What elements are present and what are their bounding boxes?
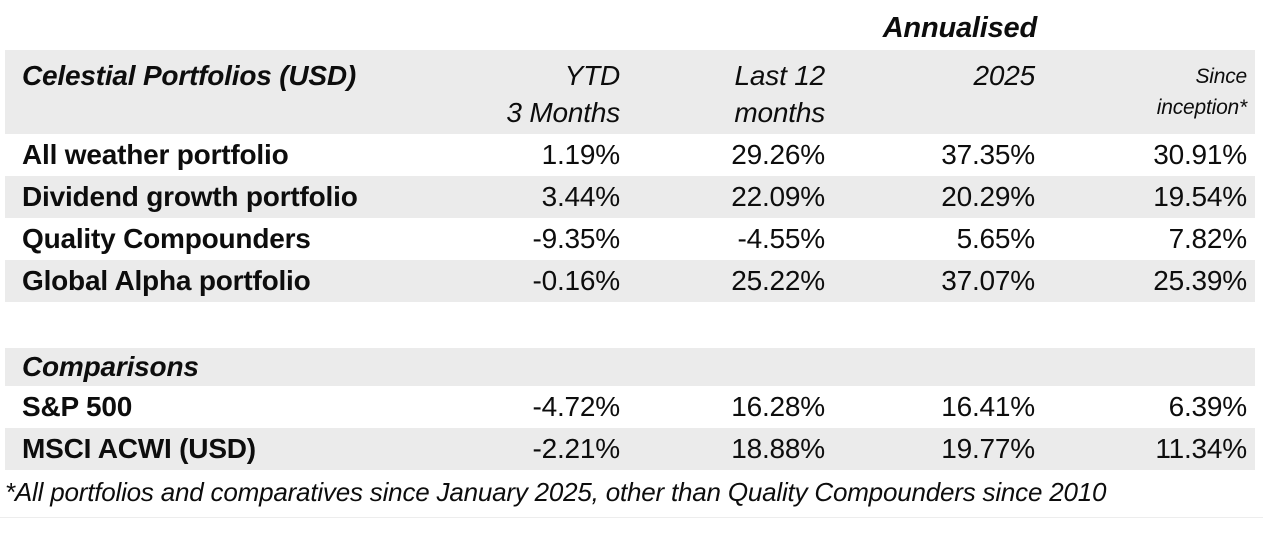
- annualised-label: Annualised: [882, 12, 1038, 44]
- cell-value: -2.21%: [532, 433, 620, 464]
- cell-value: 16.41%: [941, 391, 1035, 422]
- table-row: Global Alpha portfolio -0.16% 25.22% 37.…: [5, 260, 1255, 302]
- col-header-since-inception: Since inception*: [1156, 65, 1247, 119]
- col-header-last-12-months: Last 12 months: [734, 60, 825, 128]
- cell-value: -0.16%: [532, 265, 620, 296]
- row-label-msci-acwi: MSCI ACWI (USD): [22, 433, 256, 464]
- row-label-all-weather: All weather portfolio: [22, 139, 289, 170]
- comparisons-section-header: Comparisons: [5, 348, 1255, 386]
- cell-value: 22.09%: [731, 181, 825, 212]
- cell-value: 30.91%: [1153, 139, 1247, 170]
- table-row: MSCI ACWI (USD) -2.21% 18.88% 19.77% 11.…: [5, 428, 1255, 470]
- table-row: Quality Compounders -9.35% -4.55% 5.65% …: [5, 218, 1255, 260]
- cell-value: 5.65%: [956, 223, 1036, 254]
- row-label-global-alpha: Global Alpha portfolio: [22, 265, 311, 296]
- comparisons-label: Comparisons: [22, 351, 199, 382]
- row-label-quality-compounders: Quality Compounders: [22, 223, 311, 254]
- cell-value: 18.88%: [731, 433, 825, 464]
- cell-value: 20.29%: [941, 181, 1035, 212]
- table-title: Celestial Portfolios (USD): [22, 60, 356, 91]
- cell-value: 37.35%: [941, 139, 1035, 170]
- cell-value: 25.39%: [1153, 265, 1247, 296]
- cell-value: -4.72%: [532, 391, 620, 422]
- cell-value: 3.44%: [541, 181, 621, 212]
- section-gap: [5, 302, 1255, 348]
- cell-value: 7.82%: [1168, 223, 1248, 254]
- bottom-divider: [0, 517, 1263, 518]
- row-label-sp500: S&P 500: [22, 391, 133, 422]
- cell-value: 19.54%: [1153, 181, 1247, 212]
- cell-value: 25.22%: [731, 265, 825, 296]
- table-row: All weather portfolio 1.19% 29.26% 37.35…: [5, 134, 1255, 176]
- col-header-ytd-3-months: YTD 3 Months: [506, 60, 620, 128]
- performance-table: Annualised Celestial Portfolios (USD) YT…: [5, 0, 1255, 470]
- cell-value: 1.19%: [541, 139, 621, 170]
- cell-value: 11.34%: [1155, 433, 1247, 464]
- cell-value: 6.39%: [1168, 391, 1248, 422]
- cell-value: 16.28%: [731, 391, 825, 422]
- cell-value: 37.07%: [941, 265, 1035, 296]
- table-row: Dividend growth portfolio 3.44% 22.09% 2…: [5, 176, 1255, 218]
- cell-value: 19.77%: [941, 433, 1035, 464]
- table-header-row: Celestial Portfolios (USD) YTD 3 Months …: [5, 50, 1255, 134]
- annualised-super-header-row: Annualised: [5, 0, 1255, 50]
- col-header-2025: 2025: [973, 60, 1036, 91]
- footnote: *All portfolios and comparatives since J…: [5, 477, 1107, 507]
- cell-value: -9.35%: [532, 223, 620, 254]
- cell-value: -4.55%: [737, 223, 825, 254]
- table-row: S&P 500 -4.72% 16.28% 16.41% 6.39%: [5, 386, 1255, 428]
- row-label-dividend-growth: Dividend growth portfolio: [22, 181, 358, 212]
- cell-value: 29.26%: [731, 139, 825, 170]
